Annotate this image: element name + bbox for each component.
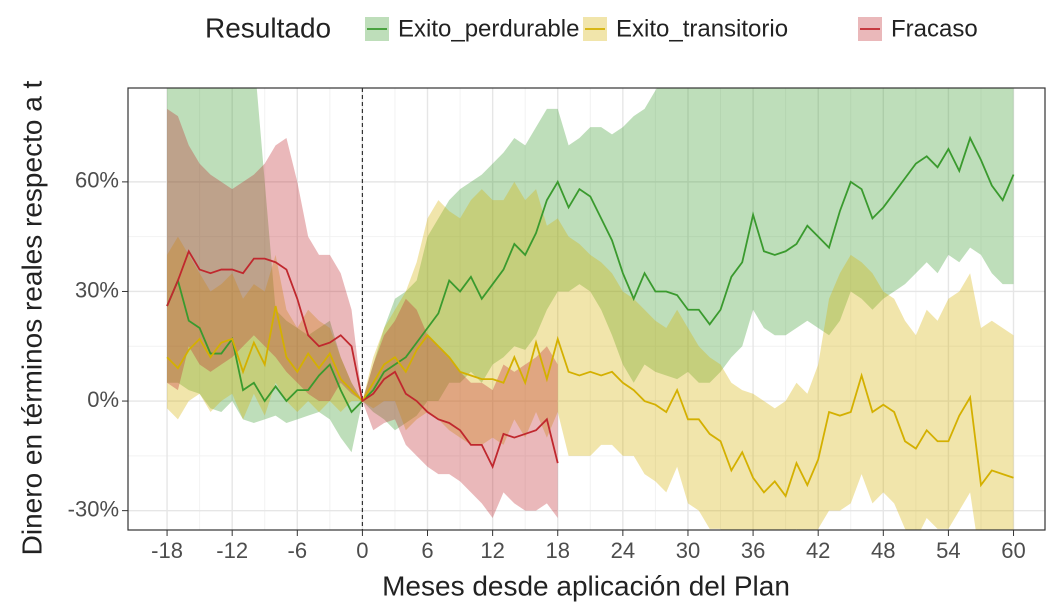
legend-label: Exito_transitorio [616,15,788,42]
x-tick-label: 48 [871,538,895,563]
legend-label: Fracaso [891,15,978,42]
y-tick-label: 0% [87,387,119,412]
x-tick-label: -6 [288,538,308,563]
legend-label: Exito_perdurable [398,15,579,42]
line [166,305,1014,498]
line [166,249,559,470]
x-tick-label: 18 [545,538,569,563]
x-tick-label: -18 [151,538,183,563]
plot-area [166,88,1015,530]
y-tick-label: 30% [75,277,119,302]
x-tick-label: 60 [1001,538,1025,563]
x-tick-label: 42 [806,538,830,563]
legend: Exito_perdurable Exito_transitorio Fracaso [365,15,978,42]
grid [128,88,1045,530]
y-tick-label: 60% [75,168,119,193]
y-tick-label: -30% [68,496,119,521]
ribbon [167,181,1014,530]
x-tick-label: 54 [936,538,960,563]
x-tick-label: 24 [611,538,635,563]
ribbon [167,88,1014,453]
x-tick-label: 6 [421,538,433,563]
line [166,135,1015,414]
x-tick-label: 0 [356,538,368,563]
axes: -18 -12 -6 0 6 12 18 24 30 36 42 48 54 60 -30% 0% 30% 60% [68,168,1026,563]
x-tick-label: 30 [676,538,700,563]
legend-title: Resultado [205,12,331,43]
x-tick-label: -12 [216,538,248,563]
y-axis-label: Dinero en términos reales respecto a t [16,80,47,555]
x-axis-label: Meses desde aplicación del Plan [382,570,790,601]
x-tick-label: 12 [480,538,504,563]
x-tick-label: 36 [741,538,765,563]
ribbon [167,108,558,518]
panel-border [127,87,1046,531]
